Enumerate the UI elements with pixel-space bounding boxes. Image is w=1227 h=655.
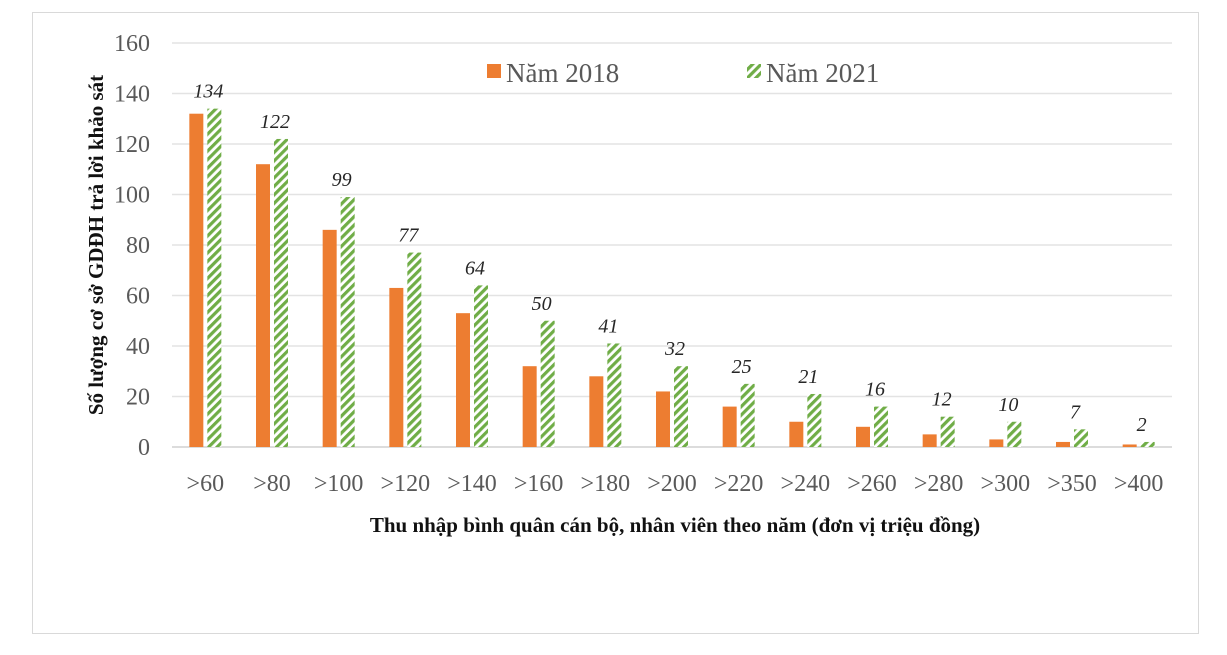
x-tick-label: >300 (981, 471, 1031, 497)
x-tick-label: >220 (714, 471, 764, 497)
data-label: 50 (532, 293, 552, 315)
bar-2021 (674, 366, 688, 447)
y-tick-label: 120 (114, 132, 150, 158)
x-axis-title: Thu nhập bình quân cán bộ, nhân viên the… (370, 513, 980, 537)
bar-2018 (1056, 441, 1070, 447)
bar-2018 (789, 421, 804, 447)
bar-2018 (589, 376, 604, 447)
x-tick-label: >140 (447, 471, 497, 497)
x-tick-label: >180 (581, 471, 631, 497)
x-tick-label: >280 (914, 471, 964, 497)
bar-2018 (1122, 444, 1137, 447)
bar-2021 (807, 393, 822, 447)
y-tick-label: 0 (138, 435, 150, 461)
chart-frame (32, 12, 1199, 634)
bar-2018 (856, 426, 870, 447)
bar-2018 (656, 391, 670, 447)
bar-2021 (407, 252, 422, 447)
bar-2021 (940, 416, 955, 447)
bar-2018 (389, 287, 404, 447)
bar-2021 (474, 285, 488, 447)
x-tick-label: >100 (314, 471, 364, 497)
data-label: 2 (1137, 414, 1147, 436)
data-label: 41 (598, 315, 618, 337)
bar-2018 (189, 113, 204, 447)
bar-2018 (522, 366, 537, 447)
y-tick-label: 140 (114, 82, 150, 108)
x-tick-label: >80 (253, 471, 291, 497)
data-label: 21 (798, 366, 818, 388)
x-tick-label: >160 (514, 471, 564, 497)
data-label: 134 (193, 81, 223, 103)
bar-2018 (722, 406, 737, 447)
data-label: 25 (732, 356, 752, 378)
bar-2021 (540, 320, 555, 447)
bar-2021 (1007, 421, 1022, 447)
y-tick-label: 20 (126, 385, 150, 411)
x-tick-label: >400 (1114, 471, 1164, 497)
x-tick-label: >120 (381, 471, 431, 497)
data-label: 122 (260, 111, 290, 133)
y-tick-label: 80 (126, 233, 150, 259)
data-label: 10 (998, 394, 1018, 416)
bar-2018 (256, 164, 270, 447)
bar-2018 (456, 313, 470, 447)
bar-2021 (740, 383, 755, 447)
bar-2021 (274, 138, 288, 447)
y-tick-label: 160 (114, 31, 150, 57)
bar-2018 (922, 434, 937, 447)
x-tick-label: >200 (647, 471, 697, 497)
data-label: 99 (332, 169, 352, 191)
legend-label-2018: Năm 2018 (506, 58, 619, 88)
data-label: 7 (1070, 401, 1081, 423)
data-label: 12 (932, 389, 952, 411)
bar-2021 (874, 406, 888, 447)
legend: Năm 2018 Năm 2021 (487, 58, 879, 88)
bar-2021 (340, 197, 355, 447)
legend-label-2021: Năm 2021 (766, 58, 879, 88)
y-axis-title: Số lượng cơ sở GDĐH trả lời khảo sát (84, 75, 108, 415)
data-label: 77 (398, 225, 419, 247)
data-label: 16 (865, 379, 885, 401)
bar-2021 (207, 108, 222, 448)
bar-2021 (607, 343, 622, 447)
legend-swatch-2021 (747, 64, 761, 78)
x-tick-label: >350 (1047, 471, 1097, 497)
y-tick-label: 60 (126, 284, 150, 310)
x-tick-label: >240 (781, 471, 831, 497)
legend-swatch-2018 (487, 64, 501, 78)
data-label: 32 (664, 338, 685, 360)
bar-2018 (989, 439, 1004, 447)
bar-2021 (1140, 441, 1155, 447)
x-tick-label: >260 (847, 471, 897, 497)
bar-2018 (322, 229, 337, 447)
data-label: 64 (465, 257, 485, 279)
bar-2021 (1074, 429, 1088, 447)
x-tick-label: >60 (187, 471, 225, 497)
y-tick-label: 40 (126, 334, 150, 360)
y-tick-label: 100 (114, 183, 150, 209)
